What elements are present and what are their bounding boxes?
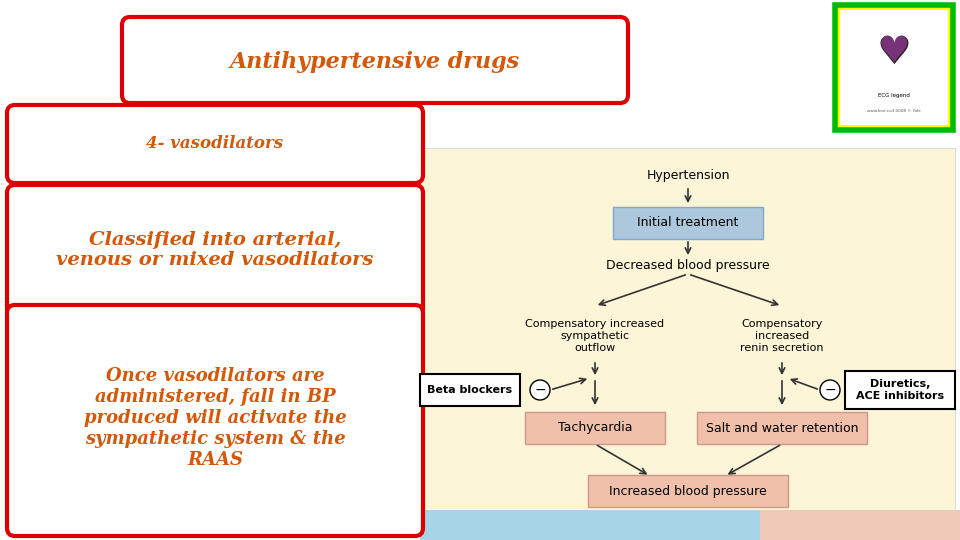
- FancyBboxPatch shape: [7, 305, 423, 536]
- Bar: [810, 510, 960, 540]
- Text: −: −: [825, 383, 836, 397]
- Text: Once vasodilators are
administered, fall in BP
produced will activate the
sympat: Once vasodilators are administered, fall…: [84, 367, 347, 469]
- FancyBboxPatch shape: [7, 185, 423, 316]
- Text: Initial treatment: Initial treatment: [637, 217, 738, 230]
- Circle shape: [820, 380, 840, 400]
- Text: ♥: ♥: [876, 33, 911, 71]
- Text: Tachycardia: Tachycardia: [558, 422, 633, 435]
- Bar: [835, 5, 953, 130]
- Bar: [588, 475, 788, 507]
- Circle shape: [530, 380, 550, 400]
- Bar: [420, 510, 810, 540]
- Bar: [613, 207, 763, 239]
- Text: Hypertension: Hypertension: [646, 170, 730, 183]
- Text: Salt and water retention: Salt and water retention: [706, 422, 858, 435]
- Text: ♥: ♥: [877, 36, 910, 70]
- Text: ECG legend: ECG legend: [878, 92, 910, 98]
- Text: Decreased blood pressure: Decreased blood pressure: [606, 260, 770, 273]
- Text: Compensatory increased
sympathetic
outflow: Compensatory increased sympathetic outfl…: [525, 319, 664, 353]
- Bar: [845, 371, 955, 409]
- Text: Beta blockers: Beta blockers: [427, 385, 513, 395]
- Text: Compensatory
increased
renin secretion: Compensatory increased renin secretion: [740, 319, 824, 353]
- Text: Antihypertensive drugs: Antihypertensive drugs: [230, 51, 520, 73]
- Text: Classified into arterial,
venous or mixed vasodilators: Classified into arterial, venous or mixe…: [57, 231, 373, 269]
- Bar: [840, 10, 948, 125]
- FancyBboxPatch shape: [7, 105, 423, 183]
- Bar: [760, 510, 955, 540]
- Text: 4- vasodilators: 4- vasodilators: [147, 136, 283, 152]
- Bar: [697, 412, 867, 444]
- Text: www.kne.cu3.0008 © Yale: www.kne.cu3.0008 © Yale: [867, 109, 921, 113]
- Bar: [525, 412, 665, 444]
- Text: −: −: [534, 383, 546, 397]
- Bar: [420, 148, 955, 513]
- Bar: [420, 374, 520, 406]
- FancyBboxPatch shape: [122, 17, 628, 103]
- Bar: [420, 510, 955, 540]
- Text: Diuretics,
ACE inhibitors: Diuretics, ACE inhibitors: [856, 379, 944, 401]
- Text: Increased blood pressure: Increased blood pressure: [610, 484, 767, 497]
